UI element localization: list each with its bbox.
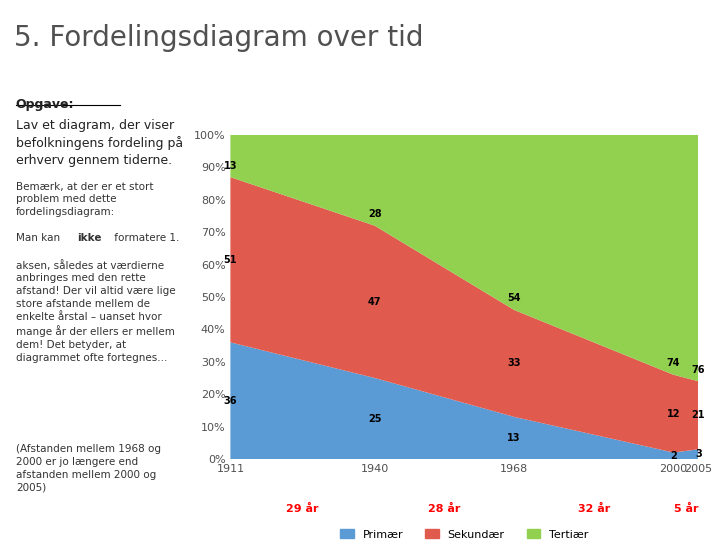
Text: 5. Fordelingsdiagram over tid: 5. Fordelingsdiagram over tid bbox=[14, 24, 424, 52]
Text: Lav et diagram, der viser
befolkningens fordeling på
erhverv gennem tiderne.: Lav et diagram, der viser befolkningens … bbox=[16, 119, 183, 167]
Text: 3: 3 bbox=[695, 449, 702, 459]
Text: 12: 12 bbox=[667, 409, 680, 419]
Text: ikke: ikke bbox=[78, 233, 102, 243]
Text: 5 år: 5 år bbox=[674, 504, 698, 515]
Text: Bemærk, at der er et stort
problem med dette
fordelingsdiagram:: Bemærk, at der er et stort problem med d… bbox=[16, 181, 153, 217]
Text: 28 år: 28 år bbox=[428, 504, 461, 515]
Text: 13: 13 bbox=[508, 433, 521, 443]
Text: 2: 2 bbox=[670, 451, 677, 461]
Text: 47: 47 bbox=[368, 297, 382, 307]
Text: Man kan: Man kan bbox=[16, 233, 63, 243]
Text: 13: 13 bbox=[224, 160, 237, 171]
Text: 76: 76 bbox=[692, 364, 705, 375]
Text: 33: 33 bbox=[508, 359, 521, 368]
Text: 51: 51 bbox=[224, 255, 237, 265]
Text: 28: 28 bbox=[368, 209, 382, 219]
Text: formatere 1.: formatere 1. bbox=[111, 233, 179, 243]
Text: 25: 25 bbox=[368, 414, 382, 423]
Text: 32 år: 32 år bbox=[577, 504, 610, 515]
Text: 29 år: 29 år bbox=[287, 504, 319, 515]
Text: Opgave:: Opgave: bbox=[16, 98, 74, 111]
Text: aksen, således at værdierne
anbringes med den rette
afstand! Der vil altid være : aksen, således at værdierne anbringes me… bbox=[16, 260, 176, 363]
Text: 54: 54 bbox=[508, 293, 521, 303]
Text: 74: 74 bbox=[667, 358, 680, 368]
Legend: Primær, Sekundær, Tertiær: Primær, Sekundær, Tertiær bbox=[336, 525, 593, 540]
Text: (Afstanden mellem 1968 og
2000 er jo længere end
afstanden mellem 2000 og
2005): (Afstanden mellem 1968 og 2000 er jo læn… bbox=[16, 444, 161, 492]
Text: 21: 21 bbox=[692, 410, 705, 420]
Text: 36: 36 bbox=[224, 396, 237, 406]
